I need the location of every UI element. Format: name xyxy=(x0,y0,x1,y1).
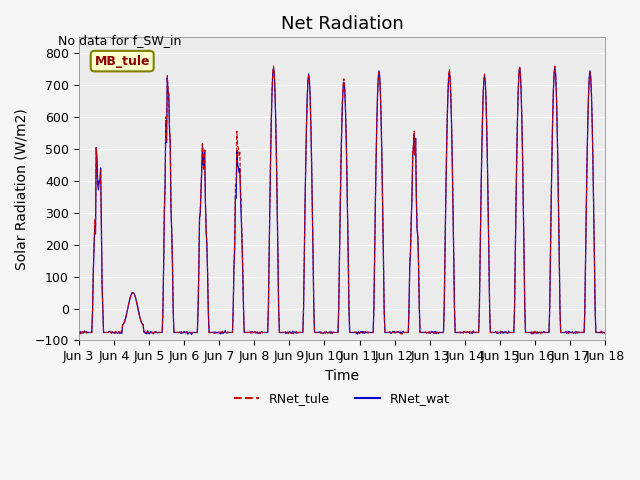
RNet_tule xyxy=(220,329,228,335)
RNet_tule xyxy=(406,248,414,253)
Title: Net Radiation: Net Radiation xyxy=(280,15,403,33)
RNet_tule xyxy=(192,330,200,336)
RNet_wat xyxy=(408,217,415,223)
RNet_tule xyxy=(84,330,92,336)
RNet_tule xyxy=(138,321,146,327)
RNet_tule xyxy=(422,329,429,335)
RNet_wat xyxy=(84,330,92,336)
Line: RNet_wat: RNet_wat xyxy=(79,68,605,335)
RNet_wat xyxy=(75,329,83,335)
Legend: RNet_tule, RNet_wat: RNet_tule, RNet_wat xyxy=(229,387,455,410)
RNet_tule xyxy=(75,330,83,336)
Text: MB_tule: MB_tule xyxy=(95,55,150,68)
Y-axis label: Solar Radiation (W/m2): Solar Radiation (W/m2) xyxy=(15,108,29,270)
RNet_wat xyxy=(188,332,195,337)
RNet_tule xyxy=(269,63,277,69)
RNet_wat xyxy=(221,329,228,335)
RNet_tule xyxy=(602,329,609,335)
RNet_wat xyxy=(269,65,277,71)
Line: RNet_tule: RNet_tule xyxy=(79,66,605,334)
X-axis label: Time: Time xyxy=(325,369,359,383)
RNet_wat xyxy=(602,329,609,335)
RNet_wat xyxy=(193,330,200,336)
Text: No data for f_SW_in: No data for f_SW_in xyxy=(58,34,181,47)
RNet_wat xyxy=(138,321,146,327)
RNet_tule xyxy=(432,331,440,337)
RNet_wat xyxy=(423,330,431,336)
